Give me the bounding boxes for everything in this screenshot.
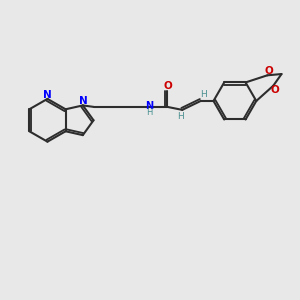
Text: H: H [177,112,184,121]
Text: N: N [145,101,153,111]
Text: O: O [163,81,172,92]
Text: H: H [146,108,152,117]
Text: O: O [270,85,279,95]
Text: O: O [264,66,273,76]
Text: H: H [200,90,207,99]
Text: N: N [43,90,52,100]
Text: N: N [79,96,88,106]
